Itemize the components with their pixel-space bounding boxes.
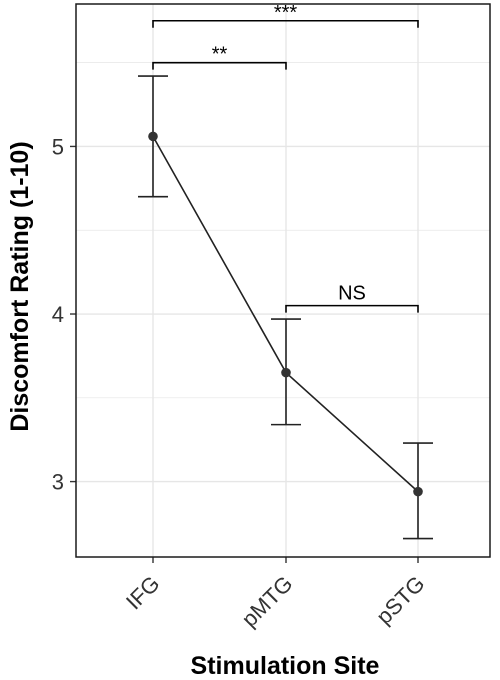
data-point: [148, 131, 158, 142]
significance-label: **: [212, 44, 228, 66]
data-point: [413, 486, 423, 497]
significance-annotations: *****NS: [152, 2, 419, 313]
x-axis-title: Stimulation Site: [191, 652, 380, 680]
x-tick-label: IFG: [121, 571, 165, 615]
data-point: [281, 367, 291, 378]
significance-bracket: [152, 19, 419, 28]
panel-border: [75, 3, 491, 558]
chart-marks: [138, 75, 433, 540]
significance-bracket: [285, 304, 419, 313]
y-tick-label: 4: [52, 302, 64, 327]
x-tick-label: pMTG: [237, 571, 298, 632]
grid: [76, 4, 490, 557]
significance-label: ***: [274, 2, 298, 24]
x-tick-label: pSTG: [371, 571, 429, 629]
y-tick-label: 5: [52, 134, 64, 159]
significance-bracket: [152, 61, 287, 70]
y-tick-label: 3: [52, 470, 64, 495]
y-axis-title: Discomfort Rating (1-10): [6, 141, 34, 431]
significance-label: NS: [338, 283, 366, 305]
